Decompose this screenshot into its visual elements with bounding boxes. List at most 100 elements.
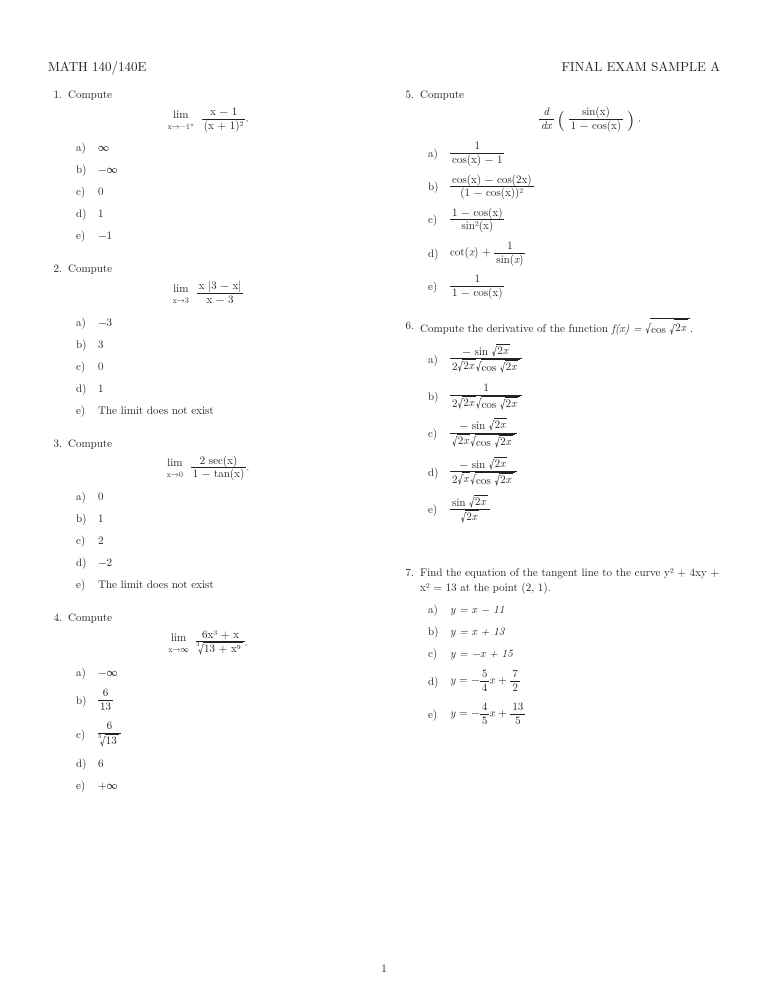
- choice: d) y = −54x + 72: [428, 668, 720, 694]
- choice: b)613: [76, 687, 368, 713]
- choice-list: a) −3 b) 3 c)0 d)1 e) The limit does not exist: [76, 315, 368, 418]
- choice-letter: a): [428, 602, 442, 617]
- choice-value: −∞: [98, 162, 118, 177]
- choice-letter: b): [76, 511, 90, 526]
- problem-lead: Compute: [420, 87, 464, 102]
- choice-value: +∞: [98, 778, 118, 793]
- left-column: 1. Compute limx→−1⁺ x − 1(x + 1)². a)∞ b)…: [48, 87, 368, 811]
- choice: d)− sin 2x2xcos 2x: [428, 457, 720, 488]
- choice-value: y = x − 11: [450, 602, 504, 617]
- expression: limx→∞ 6x³ + x 313 + x⁹ .: [48, 629, 368, 657]
- choice-letter: b): [76, 162, 90, 177]
- choice-value: 1: [98, 206, 104, 221]
- choice-value: −1: [98, 228, 112, 243]
- choice-value: 613: [98, 687, 113, 713]
- choice-list: a)1cos(x) − 1b)cos(x) − cos(2x)(1 − cos(…: [428, 140, 720, 299]
- problem-lead: Compute: [68, 436, 112, 451]
- choice: c)2: [76, 533, 368, 548]
- choice-letter: c): [428, 646, 442, 661]
- choice-value: y = −x + 15: [450, 646, 513, 661]
- choice-letter: a): [428, 352, 442, 367]
- choice-value: cot(x) + 1sin(x): [450, 240, 525, 266]
- choice: d) −2: [76, 555, 368, 570]
- choice: a)−∞: [76, 665, 368, 680]
- problem-number: 7.: [400, 565, 414, 595]
- choice: d)1: [76, 381, 368, 396]
- choice-letter: c): [76, 184, 90, 199]
- choice: c) − sin 2x2xcos 2x: [428, 418, 720, 449]
- page-number: 1: [0, 961, 768, 976]
- choice: a) y = x − 11: [428, 602, 720, 617]
- problem-number: 1.: [48, 87, 62, 102]
- columns: 1. Compute limx→−1⁺ x − 1(x + 1)². a)∞ b)…: [48, 87, 720, 811]
- choice-letter: b): [428, 389, 442, 404]
- choice-letter: e): [428, 502, 442, 517]
- choice: b) 3: [76, 337, 368, 352]
- choice: d) 1: [76, 206, 368, 221]
- choice-value: 1: [98, 511, 104, 526]
- choice: e)The limit does not exist: [76, 577, 368, 592]
- problem-number: 5.: [400, 87, 414, 102]
- choice: c) 0: [76, 184, 368, 199]
- course-title: MATH 140/140E: [48, 56, 146, 75]
- choice: c)0: [76, 359, 368, 374]
- choice-letter: b): [428, 624, 442, 639]
- choice-value: The limit does not exist: [98, 577, 214, 592]
- choice: a)∞: [76, 140, 368, 155]
- choice-letter: a): [76, 665, 90, 680]
- choice: b) 1: [76, 511, 368, 526]
- choice-value: − sin 2x22xcos 2x: [450, 344, 522, 375]
- choice-value: 122xcos 2x: [450, 382, 522, 411]
- choice-letter: e): [76, 403, 90, 418]
- choice-list: a) 0 b) 1 c)2 d) −2 e)The limit does not exist: [76, 489, 368, 592]
- choice: a)1cos(x) − 1: [428, 140, 720, 166]
- choice: c)6313: [76, 720, 368, 748]
- choice-value: 0: [98, 489, 104, 504]
- choice-value: y = −54x + 72: [450, 668, 520, 694]
- problem-number: 6.: [400, 318, 414, 337]
- choice-letter: d): [428, 674, 442, 689]
- choice-value: 3: [98, 337, 104, 352]
- choice: a) 0: [76, 489, 368, 504]
- choice-value: y = x + 13: [450, 624, 504, 639]
- problem-lead: Compute: [68, 610, 112, 625]
- choice-letter: c): [76, 533, 90, 548]
- choice-value: − sin 2x2xcos 2x: [450, 418, 517, 449]
- choice-letter: a): [76, 315, 90, 330]
- choice-letter: c): [76, 359, 90, 374]
- choice-list: a) − sin 2x22xcos 2x b) 122xcos 2x c) − sin 2…: [428, 344, 720, 525]
- choice-value: 11 − cos(x): [450, 273, 504, 299]
- exam-title: FINAL EXAM SAMPLE A: [561, 56, 720, 75]
- expression: limx→3 x |3 − x|x − 3: [48, 280, 368, 306]
- choice-value: 0: [98, 184, 104, 199]
- choice-letter: c): [428, 426, 442, 441]
- choice-value: y = −45x + 135: [450, 701, 525, 727]
- choice-letter: e): [428, 707, 442, 722]
- problem-number: 4.: [48, 610, 62, 625]
- choice: c) y = −x + 15: [428, 646, 720, 661]
- choice-value: −2: [98, 555, 112, 570]
- choice: e) sin 2x2x: [428, 495, 720, 525]
- choice-letter: a): [428, 146, 442, 161]
- choice-letter: d): [76, 555, 90, 570]
- choice: e)11 − cos(x): [428, 273, 720, 299]
- choice: e) y = −45x + 135: [428, 701, 720, 727]
- choice-value: −3: [98, 315, 112, 330]
- choice-value: sin 2x2x: [450, 495, 490, 525]
- choice: a) −3: [76, 315, 368, 330]
- choice-letter: a): [76, 489, 90, 504]
- choice-letter: c): [428, 212, 442, 227]
- choice-letter: b): [76, 337, 90, 352]
- expression: limx→−1⁺ x − 1(x + 1)².: [48, 106, 368, 132]
- choice: c)1 − cos(x)sin²(x): [428, 207, 720, 233]
- choice: b) y = x + 13: [428, 624, 720, 639]
- problem-2: 2. Compute limx→3 x |3 − x|x − 3 a)−3b)3…: [48, 261, 368, 417]
- choice-value: 1: [98, 381, 104, 396]
- problem-4: 4. Compute limx→∞ 6x³ + x 313 + x⁹ . a)−…: [48, 610, 368, 793]
- choice-value: The limit does not exist: [98, 403, 214, 418]
- page-header: MATH 140/140E FINAL EXAM SAMPLE A: [48, 56, 720, 75]
- problem-lead: Compute: [68, 87, 112, 102]
- choice-letter: d): [76, 206, 90, 221]
- problem-number: 3.: [48, 436, 62, 451]
- choice-letter: b): [428, 179, 442, 194]
